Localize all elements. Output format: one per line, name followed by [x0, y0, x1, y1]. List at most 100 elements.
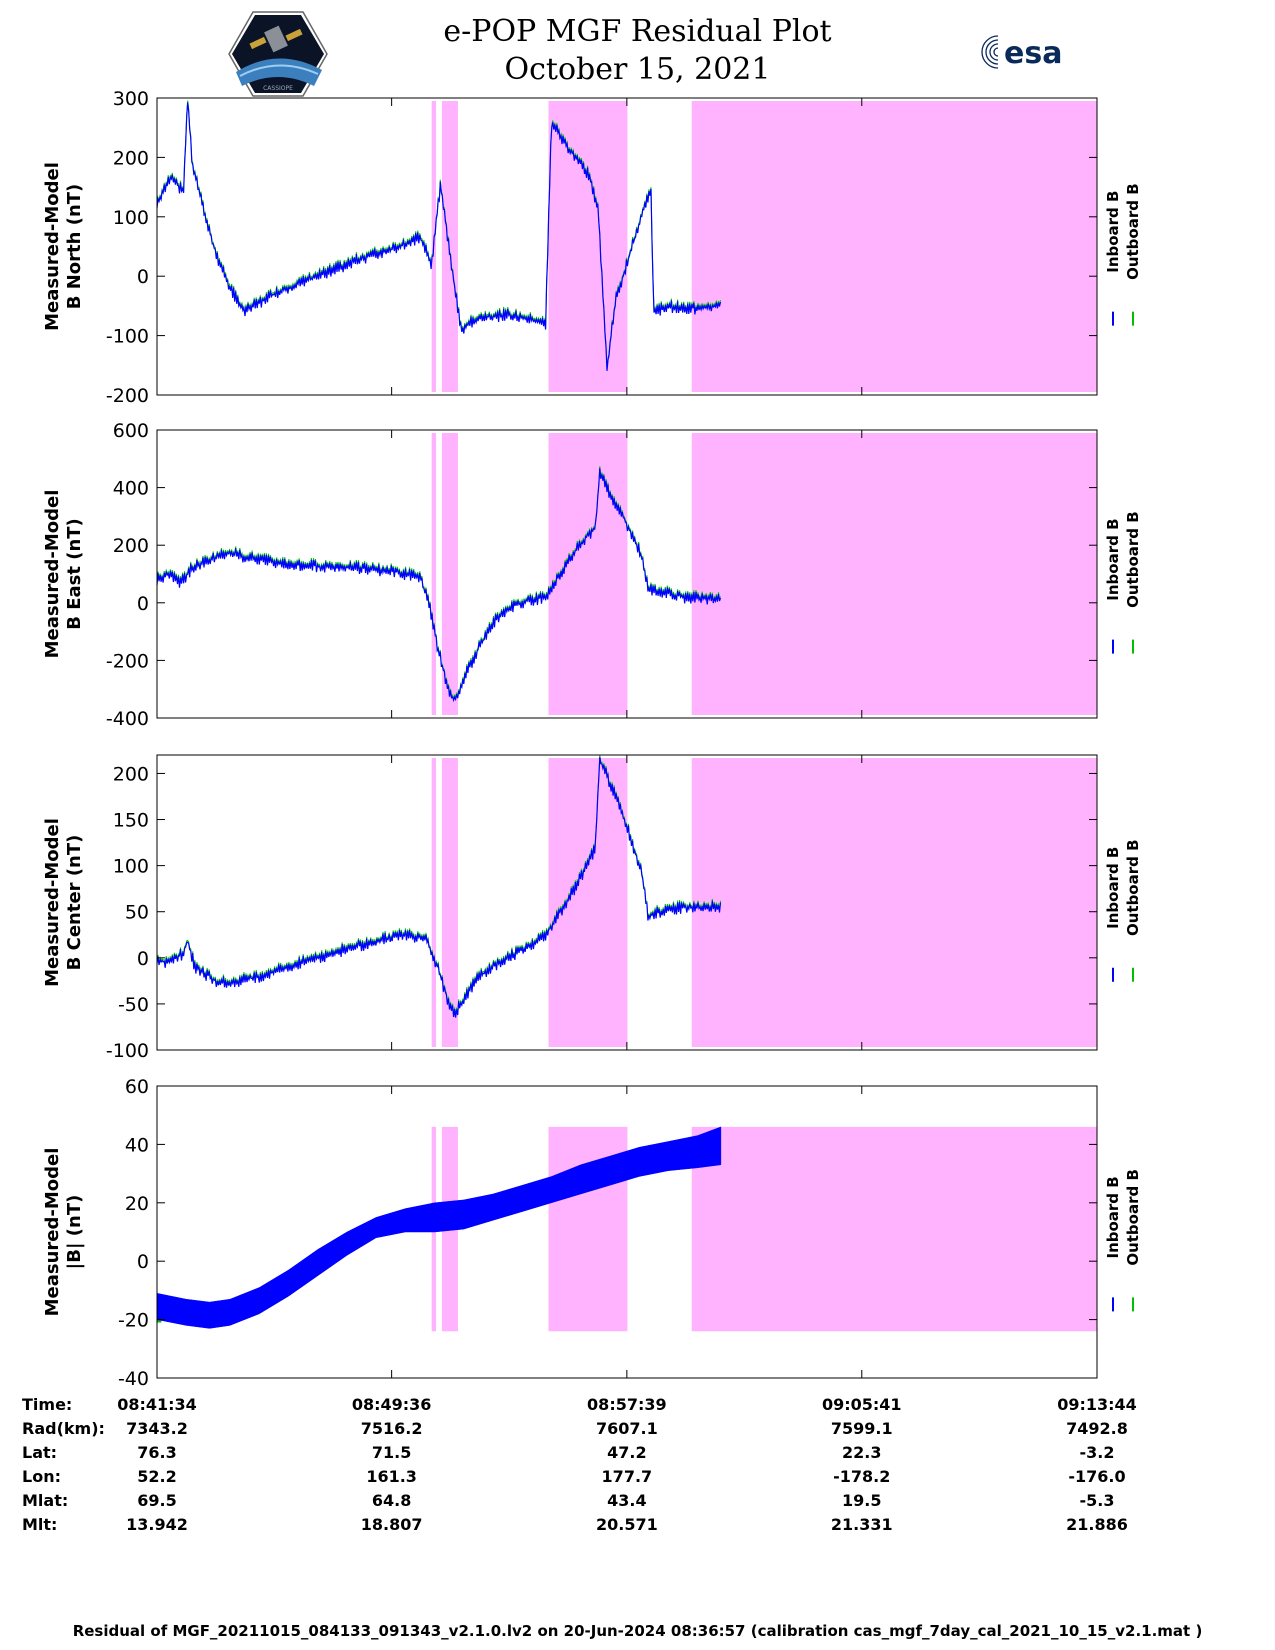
table-cell: 161.3	[366, 1467, 417, 1486]
y-axis-label: Measured-Model	[42, 1148, 63, 1317]
y-tick-label: -100	[106, 1040, 149, 1062]
table-cell: 18.807	[361, 1515, 423, 1534]
shaded-interval	[441, 758, 458, 1047]
table-cell: 43.4	[607, 1491, 646, 1510]
shaded-interval	[441, 101, 458, 392]
y-tick-label: 300	[113, 88, 149, 110]
legend-label: Inboard B	[1104, 847, 1122, 929]
y-tick-label: -100	[106, 326, 149, 348]
table-cell: 20.571	[596, 1515, 658, 1534]
inboard-series-line	[156, 468, 722, 703]
y-tick-label: -50	[118, 994, 149, 1016]
chart-date: October 15, 2021	[504, 52, 771, 87]
panel-3: 200 150 100 50 0 -50 -100 Measured-Model B Cente…	[42, 754, 1142, 1062]
y-tick-label: 40	[125, 1134, 149, 1156]
shaded-interval	[431, 433, 437, 715]
table-cell: 47.2	[607, 1443, 646, 1462]
table-row-label: Time:	[22, 1395, 72, 1414]
y-tick-label: -40	[118, 1368, 149, 1390]
table-row-label: Rad(km):	[22, 1419, 105, 1438]
table-cell: 7492.8	[1066, 1419, 1128, 1438]
legend-label: Outboard B	[1124, 839, 1142, 936]
y-tick-label: -200	[106, 650, 149, 672]
y-tick-label: 600	[113, 420, 149, 442]
shaded-interval	[441, 433, 458, 715]
shaded-interval	[691, 101, 1097, 392]
shaded-interval	[431, 758, 437, 1047]
table-cell: 09:13:44	[1057, 1395, 1137, 1414]
table-row-label: Lat:	[22, 1443, 57, 1462]
table-cell: 21.331	[831, 1515, 893, 1534]
table-row-label: Lon:	[22, 1467, 61, 1486]
table-cell: 7607.1	[596, 1419, 658, 1438]
outboard-series-line	[156, 466, 721, 701]
shaded-interval	[691, 433, 1097, 715]
legend-label: Outboard B	[1124, 1169, 1142, 1266]
inboard-series-band	[156, 1126, 722, 1329]
table-cell: 52.2	[137, 1467, 176, 1486]
legend-label: Outboard B	[1124, 511, 1142, 608]
y-tick-label: 200	[113, 535, 149, 557]
inboard-series-line	[156, 757, 722, 1018]
table-cell: 08:41:34	[117, 1395, 197, 1414]
y-tick-label: -20	[118, 1310, 149, 1332]
table-cell: -178.2	[833, 1467, 890, 1486]
table-cell: 64.8	[372, 1491, 411, 1510]
y-axis-label: B East (nT)	[64, 518, 85, 630]
y-tick-label: 100	[113, 207, 149, 229]
table-row-label: Mlt:	[22, 1515, 57, 1534]
cassiope-logo: CASSIOPE	[228, 11, 328, 97]
footer-caption: Residual of MGF_20211015_084133_091343_v…	[72, 1622, 1203, 1640]
svg-text:CASSIOPE: CASSIOPE	[263, 85, 293, 92]
y-tick-label: 0	[137, 266, 149, 288]
table-cell: 21.886	[1066, 1515, 1128, 1534]
y-axis-label: Measured-Model	[42, 818, 63, 987]
y-tick-label: 200	[113, 147, 149, 169]
legend-label: Inboard B	[1104, 191, 1122, 273]
esa-wordmark: esa	[1004, 36, 1062, 71]
table-cell: 08:49:36	[352, 1395, 432, 1414]
y-tick-label: 0	[137, 948, 149, 970]
y-tick-label: -400	[106, 708, 149, 730]
y-axis-label: |B| (nT)	[64, 1195, 85, 1270]
table-cell: 69.5	[137, 1491, 176, 1510]
y-tick-label: 50	[125, 902, 149, 924]
y-tick-label: 60	[125, 1076, 149, 1098]
table-cell: -176.0	[1068, 1467, 1125, 1486]
table-cell: 09:05:41	[822, 1395, 902, 1414]
y-axis-label: Measured-Model	[42, 490, 63, 659]
esa-logo: esa	[981, 35, 1062, 71]
ephemeris-table: Time: Rad(km): Lat: Lon: Mlat: Mlt: 08:41:34 73…	[22, 1395, 1137, 1534]
shaded-interval	[691, 1126, 1097, 1332]
table-cell: 22.3	[842, 1443, 881, 1462]
table-cell: -3.2	[1080, 1443, 1115, 1462]
table-cell: 71.5	[372, 1443, 411, 1462]
panel-1: 300 200 100 0 -100 -200 Measured-Model B North …	[42, 88, 1142, 407]
table-cell: 19.5	[842, 1491, 881, 1510]
y-tick-label: 0	[137, 1251, 149, 1273]
legend-label: Outboard B	[1124, 183, 1142, 280]
shaded-interval	[691, 758, 1097, 1047]
y-tick-label: -200	[106, 385, 149, 407]
table-cell: 13.942	[126, 1515, 188, 1534]
inboard-series-line	[156, 102, 722, 371]
y-tick-label: 0	[137, 593, 149, 615]
table-cell: 7343.2	[126, 1419, 188, 1438]
legend-label: Inboard B	[1104, 518, 1122, 600]
table-cell: 76.3	[137, 1443, 176, 1462]
shaded-interval	[548, 101, 628, 392]
table-cell: 08:57:39	[587, 1395, 667, 1414]
y-tick-label: 400	[113, 478, 149, 500]
chart-title: e-POP MGF Residual Plot	[443, 14, 832, 49]
table-cell: 7599.1	[831, 1419, 893, 1438]
y-tick-label: 150	[113, 810, 149, 832]
y-tick-label: 200	[113, 763, 149, 785]
y-axis-label: Measured-Model	[42, 162, 63, 331]
table-cell: 7516.2	[361, 1419, 423, 1438]
y-axis-label: B North (nT)	[64, 184, 85, 310]
table-cell: 177.7	[602, 1467, 653, 1486]
y-axis-label: B Center (nT)	[64, 835, 85, 971]
panel-4: 60 40 20 0 -20 -40 Measured-Model |B| (nT) Inboa…	[42, 1076, 1142, 1390]
